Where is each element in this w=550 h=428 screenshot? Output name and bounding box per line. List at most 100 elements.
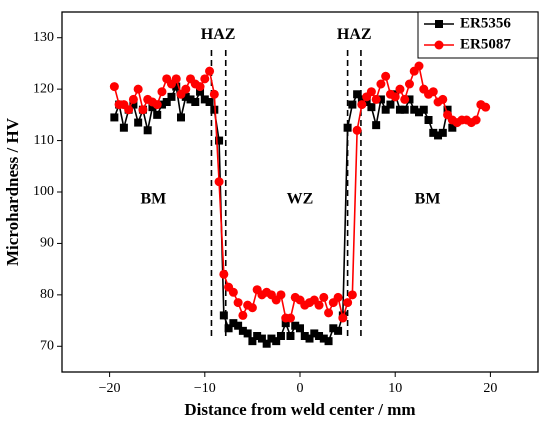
data-point — [314, 300, 324, 310]
data-point — [448, 123, 457, 132]
y-axis-label: Microhardness / HV — [3, 117, 22, 266]
annotation: HAZ — [201, 26, 236, 43]
y-tick-label: 100 — [33, 184, 54, 199]
data-point — [224, 324, 233, 333]
data-point — [324, 308, 334, 318]
data-point — [285, 313, 295, 323]
data-point — [262, 339, 271, 348]
data-point — [386, 100, 395, 109]
data-point — [305, 334, 314, 343]
data-point — [181, 84, 191, 94]
data-point — [157, 87, 167, 97]
data-point — [357, 100, 367, 110]
data-point — [352, 125, 362, 135]
data-point — [343, 298, 353, 308]
data-point — [138, 105, 148, 115]
data-point — [119, 123, 128, 132]
data-point — [329, 324, 338, 333]
data-point — [238, 326, 247, 335]
data-point — [443, 105, 452, 114]
data-point — [405, 95, 414, 104]
legend-label: ER5356 — [460, 15, 511, 31]
data-point — [124, 105, 134, 115]
data-point — [234, 321, 243, 330]
y-tick-label: 80 — [40, 287, 54, 302]
data-point — [367, 103, 376, 112]
data-point — [481, 102, 491, 112]
data-point — [334, 326, 343, 335]
data-point — [315, 332, 324, 340]
data-point — [357, 95, 366, 104]
data-point — [319, 334, 328, 343]
data-point — [248, 337, 257, 346]
data-point — [438, 128, 447, 137]
data-point — [219, 311, 228, 320]
y-tick-label: 110 — [34, 133, 54, 148]
data-point — [195, 82, 205, 92]
data-point — [324, 337, 333, 346]
data-point — [133, 84, 143, 94]
x-tick-label: −10 — [194, 381, 216, 396]
data-point — [209, 89, 219, 99]
data-point — [110, 113, 119, 122]
data-point — [291, 321, 300, 330]
y-tick-label: 120 — [33, 81, 54, 96]
legend-label: ER5087 — [460, 36, 511, 52]
data-point — [219, 269, 229, 279]
legend-box — [417, 11, 539, 59]
data-point — [381, 71, 391, 81]
data-point — [415, 108, 423, 117]
data-point — [257, 334, 266, 343]
data-point — [181, 92, 190, 101]
data-point — [343, 123, 352, 132]
data-point — [205, 98, 214, 106]
data-point — [366, 87, 376, 97]
legend-marker — [434, 40, 444, 50]
data-point — [410, 105, 419, 114]
data-point — [371, 94, 381, 104]
data-point — [228, 287, 238, 297]
data-point — [129, 100, 138, 109]
data-point — [109, 82, 119, 92]
data-point — [177, 113, 185, 122]
data-point — [253, 332, 262, 340]
data-point — [267, 334, 276, 343]
data-point — [419, 105, 428, 114]
data-point — [348, 100, 357, 109]
data-point — [191, 98, 200, 106]
data-point — [333, 292, 343, 302]
data-point — [210, 105, 219, 114]
data-point — [428, 87, 438, 97]
data-point — [153, 110, 162, 119]
data-point — [167, 92, 176, 101]
data-point — [281, 319, 290, 328]
data-point — [300, 332, 309, 340]
data-point — [429, 128, 438, 137]
data-point — [171, 74, 181, 84]
data-point — [390, 92, 400, 102]
data-point — [148, 103, 157, 112]
y-tick-label: 130 — [33, 30, 54, 45]
data-point — [347, 290, 357, 300]
data-point — [434, 131, 443, 140]
y-tick-label: 90 — [40, 236, 54, 251]
x-axis-label: Distance from weld center / mm — [184, 400, 415, 419]
data-point — [238, 310, 248, 320]
data-point — [276, 290, 286, 300]
data-point — [143, 126, 152, 135]
data-point — [276, 332, 285, 340]
data-point — [395, 105, 404, 114]
legend-marker — [435, 20, 443, 28]
x-tick-label: 20 — [483, 381, 497, 396]
data-point — [186, 95, 195, 104]
annotation: BM — [141, 190, 167, 207]
data-point — [395, 84, 405, 94]
data-point — [229, 319, 238, 328]
data-point — [319, 292, 329, 302]
data-point — [404, 79, 414, 89]
data-point — [372, 121, 381, 130]
data-point — [233, 298, 243, 308]
y-tick-label: 70 — [40, 339, 54, 354]
x-tick-label: 0 — [297, 381, 304, 396]
